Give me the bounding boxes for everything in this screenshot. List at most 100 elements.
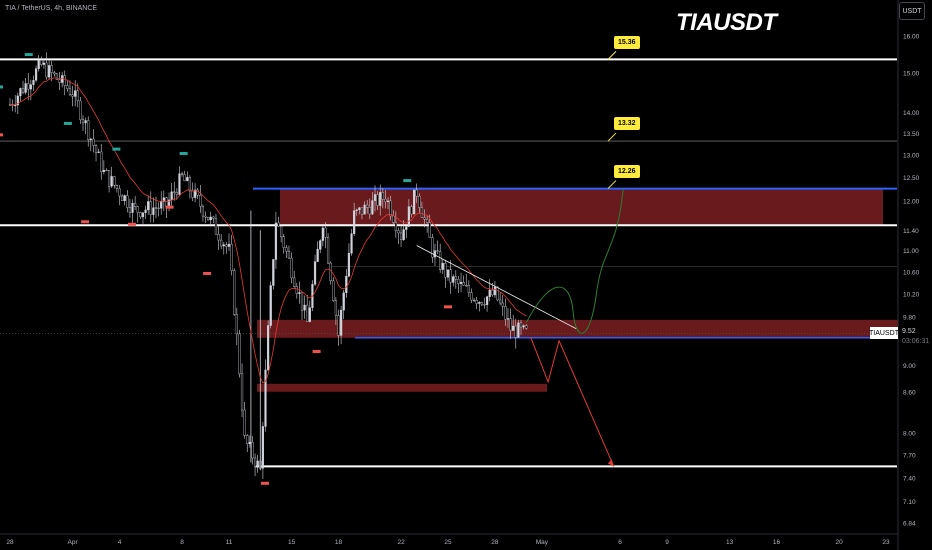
- candle-body: [160, 201, 163, 209]
- pivot-low: [203, 271, 212, 275]
- candle-body: [24, 83, 27, 93]
- candle-body: [240, 373, 244, 411]
- candle-body: [368, 207, 371, 215]
- candle-body: [76, 90, 79, 102]
- candle-body: [188, 177, 191, 192]
- candle-body: [175, 192, 178, 195]
- time-tick-12: 9: [665, 539, 669, 546]
- candle-body: [300, 292, 304, 311]
- time-tick-16: 23: [882, 539, 890, 546]
- candle-body: [92, 138, 95, 146]
- time-tick-3: 8: [180, 539, 184, 546]
- candle-body: [386, 200, 390, 203]
- candle-body: [298, 292, 301, 294]
- pivot-high: [179, 151, 188, 155]
- candle-body: [144, 209, 147, 213]
- candle-body: [94, 145, 98, 153]
- candle-body: [517, 322, 520, 338]
- candle-body: [407, 206, 410, 227]
- candle-body: [426, 218, 429, 223]
- candle-body: [285, 247, 288, 252]
- candle-body: [45, 62, 48, 78]
- pivot-low: [128, 222, 137, 226]
- candle-body: [102, 169, 105, 172]
- candle-body: [220, 239, 223, 247]
- candle-body: [126, 195, 129, 208]
- callout-pointer-1: [607, 132, 617, 142]
- candle-body: [439, 251, 442, 270]
- candle-body: [337, 315, 340, 336]
- price-tick-5: 12.50: [903, 175, 920, 182]
- candle-body: [334, 300, 337, 316]
- candle-body: [449, 269, 452, 283]
- projection-paths: [416, 51, 624, 467]
- candle-body: [392, 215, 395, 223]
- candle-body: [264, 369, 267, 427]
- candle-body: [478, 302, 481, 304]
- candle-body: [269, 285, 272, 326]
- candle-body: [74, 90, 77, 97]
- candle-body: [462, 282, 465, 286]
- candle-body: [48, 65, 51, 78]
- candle-body: [446, 269, 450, 278]
- candle-body: [134, 202, 137, 207]
- candle-body: [303, 304, 306, 311]
- candle-body: [441, 263, 444, 270]
- last-price-value: 9.52: [902, 328, 916, 335]
- arrow-head-icon: [607, 459, 614, 467]
- pivot-low: [165, 205, 174, 209]
- candle-body: [413, 189, 416, 215]
- candle-body: [509, 318, 512, 331]
- candle-body: [162, 197, 165, 202]
- time-axis: 28 Apr 4 8 11 15 18 22 25 28 May 6 9 13 16 20 23: [0, 533, 898, 546]
- bullish-projection: [525, 188, 624, 334]
- candle-body: [491, 289, 494, 296]
- candle-body: [274, 222, 278, 260]
- candle-body: [522, 325, 525, 328]
- candle-body: [287, 251, 291, 259]
- candle-body: [347, 252, 351, 277]
- currency-button[interactable]: USDT: [899, 2, 925, 20]
- pivot-high: [63, 121, 72, 125]
- candle-body: [243, 409, 246, 436]
- candle-body: [499, 299, 502, 304]
- pivot-low: [81, 220, 90, 224]
- candle-body: [235, 314, 238, 335]
- price-tick-12: 9.00: [903, 363, 916, 370]
- candle-body: [418, 195, 421, 208]
- candle-body: [217, 233, 220, 241]
- pivot-low: [444, 305, 452, 309]
- pivot-high: [403, 179, 412, 183]
- callout-pointer-2: [607, 180, 617, 189]
- price-tick-18: 6.84: [903, 521, 916, 528]
- candle-body: [465, 285, 468, 287]
- candle-body: [353, 210, 356, 234]
- price-tick-2: 14.00: [903, 110, 920, 117]
- price-tick-6: 12.00: [903, 198, 920, 205]
- candle-body: [342, 292, 345, 311]
- candle-body: [496, 286, 499, 301]
- price-axis: 16.00 15.00 14.00 13.50 13.00 12.50 12.00 11.40…: [897, 0, 920, 550]
- candle-body: [444, 263, 447, 278]
- pivot-low: [312, 350, 321, 354]
- price-tick-4: 13.00: [903, 152, 920, 159]
- time-tick-14: 16: [773, 539, 781, 546]
- candle-body: [222, 244, 225, 247]
- candle-body: [227, 243, 231, 247]
- time-tick-8: 25: [444, 539, 452, 546]
- candle-body: [29, 84, 32, 90]
- candle-body: [355, 209, 358, 211]
- candle-body: [290, 257, 293, 279]
- candle-body: [139, 212, 142, 218]
- candle-body: [316, 249, 319, 262]
- candle-body: [55, 73, 59, 80]
- candle-body: [384, 198, 387, 203]
- candle-body: [397, 230, 400, 234]
- candle-body: [483, 304, 486, 306]
- candle-body: [350, 233, 353, 254]
- candle-body: [191, 190, 194, 198]
- symbol-line: TIA / TetherUS, 4h, BINANCE: [5, 5, 98, 12]
- candle-body: [504, 305, 507, 320]
- candle-body: [525, 325, 528, 329]
